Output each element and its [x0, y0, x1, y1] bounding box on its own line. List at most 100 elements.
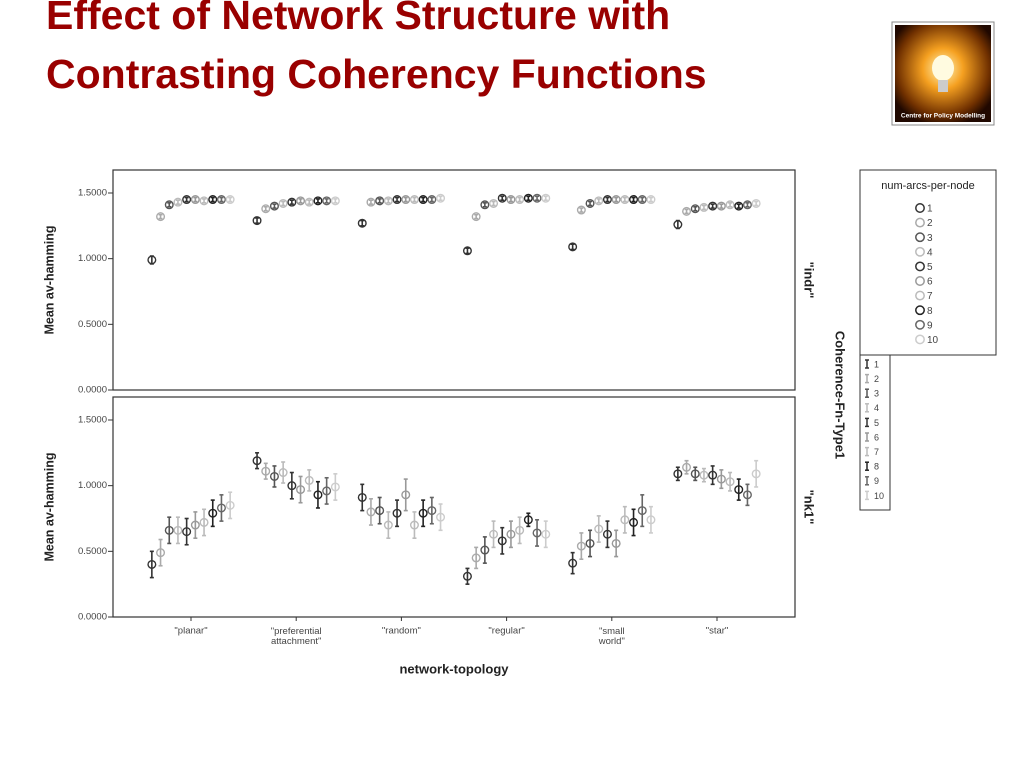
- legend-title: num-arcs-per-node: [881, 180, 975, 192]
- mean-marker: [690, 204, 700, 214]
- error-bar: [508, 520, 513, 549]
- mean-marker: [646, 515, 656, 525]
- legend-marker: [865, 388, 869, 398]
- legend-marker: [865, 403, 869, 413]
- mean-marker: [646, 195, 656, 205]
- mean-marker: [401, 195, 411, 205]
- error-bar: [543, 520, 548, 549]
- error-bar: [605, 196, 610, 203]
- mean-marker: [304, 475, 314, 485]
- mean-marker: [261, 204, 271, 214]
- mean-marker: [156, 548, 166, 558]
- mean-marker: [637, 195, 647, 205]
- logo: Centre for Policy Modelling: [891, 21, 995, 126]
- error-bar: [377, 198, 382, 204]
- error-bar: [315, 480, 320, 509]
- error-bar: [210, 499, 215, 528]
- mean-marker: [216, 503, 226, 513]
- legend-marker: [915, 217, 925, 228]
- legend-label: 3: [874, 389, 879, 399]
- mean-marker: [497, 193, 507, 203]
- mean-marker: [480, 545, 490, 555]
- mean-marker: [585, 538, 595, 548]
- error-bar: [719, 469, 724, 490]
- error-bar: [255, 217, 260, 224]
- mean-marker: [725, 477, 735, 487]
- mean-marker: [383, 196, 393, 206]
- error-bar: [465, 247, 470, 255]
- mean-marker: [673, 220, 683, 230]
- error-bar: [508, 196, 513, 203]
- error-bar: [631, 196, 636, 203]
- mean-marker: [523, 193, 533, 203]
- mean-marker: [375, 196, 385, 206]
- mean-marker: [585, 198, 595, 208]
- legend-label: 1: [927, 204, 933, 215]
- error-bar: [289, 199, 294, 205]
- y-tick-label: 0.0000: [78, 612, 107, 623]
- mean-marker: [708, 470, 718, 480]
- error-bar: [526, 195, 531, 202]
- error-bar: [219, 196, 224, 203]
- y-tick-label: 1.0000: [78, 253, 107, 264]
- mean-marker: [392, 508, 402, 518]
- error-bar: [184, 517, 189, 546]
- error-bar: [202, 508, 207, 537]
- mean-marker: [199, 517, 209, 527]
- error-bar: [412, 511, 417, 539]
- legend-label: 8: [927, 306, 933, 317]
- mean-marker: [699, 202, 709, 212]
- error-bar: [693, 205, 698, 212]
- mean-marker: [173, 525, 183, 535]
- error-bar: [368, 199, 373, 205]
- mean-marker: [190, 195, 200, 205]
- error-bar: [754, 200, 759, 207]
- error-bar: [517, 196, 522, 203]
- error-bar: [482, 202, 487, 208]
- mean-marker: [489, 198, 499, 208]
- mean-marker: [602, 529, 612, 539]
- legend-marker: [865, 432, 869, 442]
- error-bar: [474, 213, 479, 220]
- mean-marker: [576, 541, 586, 551]
- legend-marker: [915, 261, 925, 272]
- error-bar: [307, 469, 312, 492]
- legend-label: 8: [874, 462, 879, 472]
- legend-marker: [915, 276, 925, 286]
- mean-marker: [682, 206, 692, 216]
- error-bar: [263, 462, 268, 480]
- legend-box: [859, 169, 997, 356]
- mean-marker: [409, 195, 419, 205]
- error-bar: [701, 204, 706, 211]
- mean-marker: [541, 193, 551, 203]
- error-bar: [167, 516, 172, 545]
- legend-label: 3: [927, 233, 933, 244]
- error-bar: [640, 196, 645, 203]
- mean-marker: [418, 195, 428, 205]
- legend-label: 1: [874, 359, 879, 369]
- mean-marker: [427, 195, 437, 205]
- mean-marker: [392, 195, 402, 205]
- mean-marker: [523, 515, 533, 525]
- legend-marker: [865, 490, 869, 501]
- y-axis-label: Mean av-hamming: [42, 225, 56, 334]
- error-bar: [596, 198, 601, 204]
- error-bar: [149, 550, 154, 579]
- mean-marker: [506, 529, 516, 539]
- mean-marker: [515, 525, 525, 535]
- legend-marker: [915, 319, 925, 330]
- mean-marker: [261, 466, 271, 476]
- y-tick-label: 1.5000: [78, 188, 107, 199]
- mean-marker: [269, 201, 279, 211]
- plot: 0.0000 0.5000 1.0000 1.5000 Mean av-hamming "…: [42, 169, 997, 676]
- error-bar: [465, 567, 470, 585]
- title: Effect of Network Structure with Contrast…: [46, 0, 707, 97]
- error-bar: [403, 478, 408, 512]
- error-bar: [421, 196, 426, 203]
- legend-label: 4: [874, 403, 879, 413]
- mean-marker: [164, 525, 174, 535]
- legend-label: 5: [874, 418, 879, 428]
- error-bar: [710, 465, 715, 486]
- error-bar: [648, 505, 653, 534]
- error-bar: [474, 546, 479, 570]
